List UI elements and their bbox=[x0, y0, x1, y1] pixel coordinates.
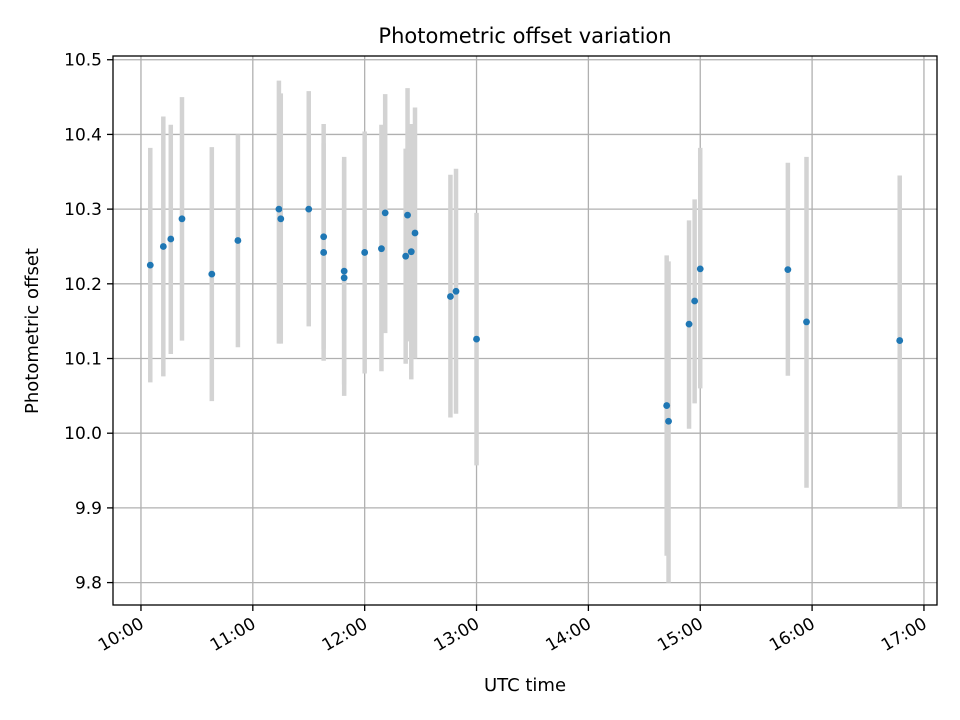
data-point bbox=[691, 297, 699, 305]
data-point bbox=[685, 320, 693, 328]
y-tick-label: 9.9 bbox=[75, 499, 102, 519]
data-point bbox=[340, 267, 348, 275]
y-tick-label: 10.4 bbox=[64, 125, 102, 145]
y-tick-label: 10.0 bbox=[64, 424, 102, 444]
data-point bbox=[663, 402, 671, 409]
data-point bbox=[411, 229, 419, 237]
data-point bbox=[159, 243, 167, 250]
data-point bbox=[277, 215, 285, 223]
data-point bbox=[896, 337, 904, 344]
data-point bbox=[402, 252, 410, 260]
data-point bbox=[275, 205, 283, 213]
data-point bbox=[407, 248, 415, 256]
plot-frame bbox=[112, 55, 938, 606]
data-point bbox=[234, 237, 242, 244]
y-gridlines bbox=[113, 59, 937, 584]
data-point bbox=[320, 233, 328, 241]
y-tick-label: 10.5 bbox=[64, 51, 102, 71]
data-point bbox=[146, 261, 154, 269]
y-tick-label: 10.2 bbox=[64, 275, 102, 295]
data-point bbox=[305, 205, 313, 213]
data-point bbox=[803, 318, 810, 326]
data-point bbox=[340, 274, 348, 282]
y-tick-label: 9.8 bbox=[75, 574, 102, 594]
data-point bbox=[447, 293, 454, 300]
chart-title: Photometric offset variation bbox=[378, 24, 671, 48]
data-point bbox=[696, 265, 704, 273]
data-point bbox=[178, 215, 186, 223]
data-point bbox=[665, 417, 672, 425]
data-point bbox=[320, 249, 328, 256]
data-point bbox=[473, 335, 480, 343]
y-axis-ticks: 9.8 9.9 10.0 10.1 10.2 10.3 10.4 10.5 bbox=[64, 51, 113, 594]
y-tick-label: 10.3 bbox=[64, 200, 102, 220]
data-point bbox=[784, 266, 792, 274]
data-point bbox=[381, 209, 389, 217]
data-point bbox=[361, 249, 369, 256]
data-points bbox=[146, 205, 904, 425]
y-tick-label: 10.1 bbox=[64, 350, 102, 370]
data-point bbox=[167, 235, 175, 243]
y-axis-label: Photometric offset bbox=[22, 248, 43, 414]
data-point bbox=[404, 211, 411, 219]
data-point bbox=[452, 287, 460, 295]
x-axis-label: UTC time bbox=[484, 675, 566, 696]
data-point bbox=[378, 245, 385, 253]
data-point bbox=[208, 270, 216, 278]
